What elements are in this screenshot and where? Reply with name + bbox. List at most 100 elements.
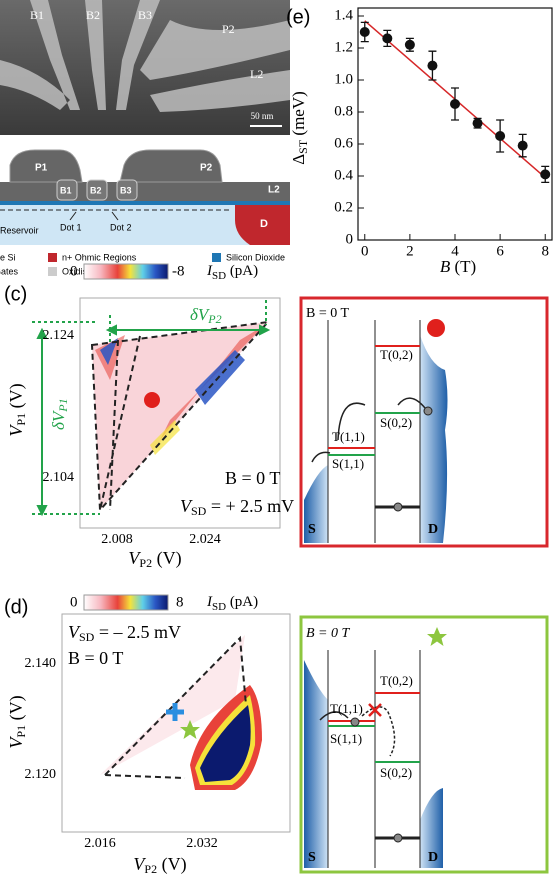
label-main: V	[6, 736, 26, 749]
data-point	[427, 60, 438, 71]
level-label: S(0,2)	[380, 415, 412, 430]
x-tick-label: 6	[496, 243, 504, 259]
level-label: T(1,1)	[332, 429, 365, 444]
panel-label: (e)	[286, 6, 310, 28]
label-main: δV	[49, 409, 68, 430]
y-tick-label: 0.8	[334, 103, 353, 119]
x-tick-label: 8	[541, 243, 549, 259]
label-unit: (V)	[152, 548, 182, 569]
label-unit: (pA)	[226, 594, 258, 610]
y-tick-label: 1.2	[334, 39, 353, 55]
colorbar-min: 0	[70, 263, 78, 279]
legend-label: Gates	[0, 266, 19, 276]
x-axis-label: VP2 (V)	[133, 854, 186, 876]
y-tick-label: 2.140	[25, 656, 57, 671]
data-point	[472, 118, 483, 129]
sem-label: L2	[250, 67, 263, 81]
data-point	[517, 140, 528, 151]
y-tick-label: 0.4	[334, 167, 353, 183]
lead-label: S	[308, 850, 316, 865]
lead-label: D	[428, 850, 438, 865]
level-label: T(0,2)	[380, 673, 413, 688]
label-sub: SD	[212, 270, 226, 282]
y-tick-label: 0.6	[334, 135, 353, 151]
colorbar-min: 0	[70, 594, 78, 610]
sem-label: B1	[30, 8, 44, 22]
energy-diagram-d: B = 0 T T(1,1) S(1,1) T(0,2) S(0,2) S D	[299, 615, 549, 874]
label-sub: P1	[14, 725, 28, 738]
y-tick-label: 1.4	[334, 7, 353, 23]
x-tick-label: 2.016	[84, 836, 116, 851]
gate-label: B1	[60, 185, 72, 195]
level-label: S(1,1)	[330, 731, 362, 746]
data-point	[450, 99, 460, 109]
annotation: B = 0 T	[68, 648, 123, 668]
sem-label: P2	[222, 22, 235, 36]
label-rest: = – 2.5 mV	[94, 622, 181, 642]
colorbar-max: 8	[176, 594, 184, 610]
energy-diagram-c: B = 0 T T(0,2) S(0,2) T(1,1) S(1,1) S D	[299, 296, 549, 548]
level-label: T(1,1)	[330, 701, 363, 716]
level-label: S(1,1)	[332, 456, 364, 471]
panel-label: (d)	[4, 596, 28, 618]
colorbar-max: -8	[172, 263, 185, 279]
x-tick-label: 2.008	[101, 532, 133, 547]
label-unit: (V)	[157, 854, 187, 875]
lead-label: S	[308, 522, 316, 537]
label-unit: (T)	[450, 257, 476, 276]
data-point	[359, 27, 370, 37]
chart-e: (e) ΔST (meV) B (T) 0 0.2 0.4 0.6 0.8 1.0 1.2 1…	[286, 6, 553, 276]
y-tick-label: 1.0	[334, 71, 353, 87]
diagram-label: B = 0 T	[306, 306, 349, 321]
label-sub: P1	[56, 398, 70, 412]
annotation: VSD = + 2.5 mV	[180, 496, 294, 518]
label-main: V	[68, 622, 81, 642]
y-tick-label: 2.124	[43, 328, 75, 343]
label-main: Δ	[289, 154, 308, 165]
data-point	[382, 33, 393, 44]
panel-c: (c) 0 -8 ISD (pA) δVP2 δVP1 B = 0 T VSD …	[4, 263, 294, 569]
label-unit: (V)	[6, 383, 27, 413]
x-tick-label: 4	[451, 243, 459, 259]
data-point	[495, 131, 506, 141]
sem-label: B2	[86, 8, 100, 22]
label-unit: (meV)	[289, 91, 308, 140]
panel-d: (d) 0 8 ISD (pA) VSD = – 2.5 mV B = 0 T …	[4, 594, 291, 876]
gate-label: L2	[268, 185, 280, 196]
x-tick-label: 2.024	[189, 532, 221, 547]
label-sub: P2	[144, 862, 157, 876]
label-main: I	[206, 263, 213, 279]
label-rest: = + 2.5 mV	[206, 496, 294, 516]
label-main: V	[180, 496, 193, 516]
label-unit: (V)	[6, 695, 27, 725]
gate-label: B3	[120, 185, 132, 195]
label-main: I	[206, 594, 213, 610]
label-sub: P1	[14, 413, 28, 426]
data-point	[540, 169, 551, 180]
annotation: B = 0 T	[225, 468, 280, 488]
dot-label: Dot 2	[110, 222, 132, 232]
gate-label: P1	[35, 163, 48, 174]
colorbar-label: ISD (pA)	[206, 594, 258, 612]
y-tick-label: 2.120	[25, 767, 57, 782]
y-axis-label: VP1 (V)	[6, 383, 28, 436]
label-main: B	[440, 257, 451, 276]
label-sub: SD	[191, 504, 207, 518]
gate-label: B2	[90, 185, 102, 195]
label-unit: (pA)	[226, 263, 258, 279]
scale-bar-label: 50 nm	[251, 111, 274, 121]
x-tick-label: 2	[406, 243, 414, 259]
label-main: V	[6, 424, 26, 437]
label-main: V	[133, 854, 146, 874]
panel-label: (c)	[4, 283, 27, 305]
annotation: VSD = – 2.5 mV	[68, 622, 181, 644]
sem-image: B1 B2 B3 P2 L2 50 nm	[0, 0, 290, 135]
dot-label: Dot 1	[60, 222, 82, 232]
gate-label: P2	[200, 163, 213, 174]
y-tick-label: 2.104	[43, 470, 75, 485]
legend-label: e Si	[0, 252, 16, 262]
x-axis-label: B (T)	[440, 257, 476, 276]
label-sub: P2	[139, 556, 152, 570]
annotation: δVP2	[190, 305, 222, 326]
